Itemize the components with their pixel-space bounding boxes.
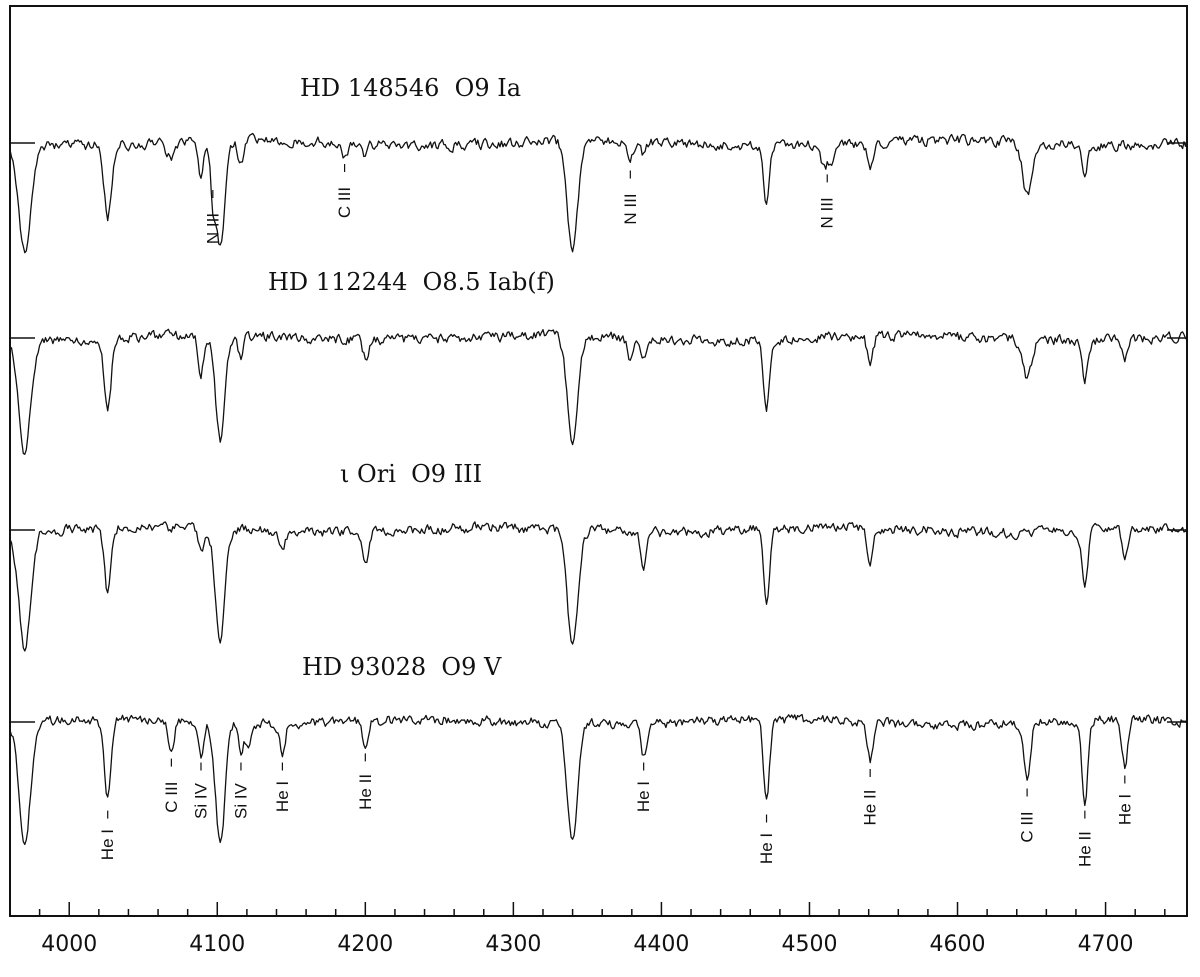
x-tick-label: 4500 (781, 932, 837, 957)
plot-frame (9, 5, 1188, 917)
line-label-2: C III (335, 187, 354, 218)
spectrum-3 (9, 521, 1188, 652)
line-labels-layer: N III C III N III N III He I C III Si IV Si IV H… (98, 164, 1134, 867)
x-tick-label: 4700 (1078, 932, 1134, 957)
spectrum-2 (9, 328, 1188, 455)
spectra-layer (9, 132, 1188, 846)
line-label-4: N III (818, 197, 837, 228)
line-label-10: He II (356, 774, 375, 810)
line-label-14: C III (1018, 811, 1037, 842)
x-tick-label: 4200 (337, 932, 393, 957)
x-tick-label: 4300 (485, 932, 541, 957)
line-label-11: He I (634, 781, 653, 812)
line-label-8: Si IV (232, 782, 251, 819)
x-tick-label: 4400 (633, 932, 689, 957)
line-label-5: He I (98, 829, 117, 860)
spectrum-title-2: HD 112244 O8.5 Iab(f) (268, 268, 555, 296)
line-label-3: N III (621, 193, 640, 224)
line-label-16: He I (1115, 794, 1134, 825)
x-tick-label: 4000 (41, 932, 97, 957)
titles-layer: HD 148546 O9 Ia HD 112244 O8.5 Iab(f) ι … (268, 74, 555, 681)
line-label-1: N III (203, 213, 222, 244)
line-label-7: Si IV (192, 782, 211, 819)
line-label-6: C III (162, 782, 181, 813)
spectrum-title-1: HD 148546 O9 Ia (300, 74, 521, 102)
x-axis: 4000 4100 4200 4300 4400 4500 4600 4700 (9, 902, 1166, 957)
x-tick-label: 4100 (189, 932, 245, 957)
line-label-13: He II (861, 790, 880, 826)
line-label-9: He I (273, 781, 292, 812)
spectrum-1 (9, 132, 1188, 254)
spectrum-title-4: HD 93028 O9 V (302, 653, 502, 681)
spectrum-title-3: ι Ori O9 III (340, 460, 482, 488)
line-label-12: He I (757, 833, 776, 864)
x-tick-label: 4600 (930, 932, 986, 957)
spectrum-4 (9, 713, 1188, 846)
line-label-15: He II (1075, 831, 1094, 867)
